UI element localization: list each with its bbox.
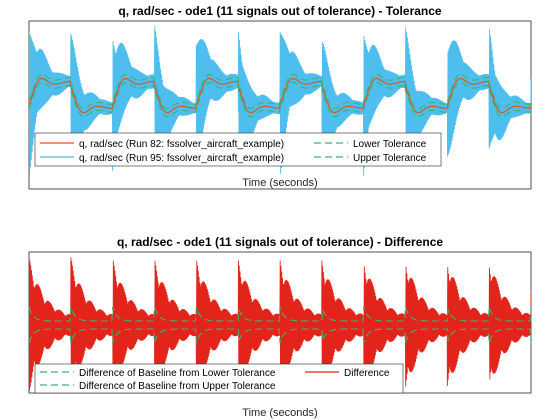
series-upper-tolerance-line [29, 73, 531, 110]
legend-label-run95: q, rad/sec (Run 95: fssolver_aircraft_ex… [79, 153, 284, 164]
chart-tolerance-xlabel: Time (seconds) [242, 177, 317, 189]
legend-label-upper-tol: Upper Tolerance [353, 153, 427, 164]
chart-difference-plot-area [29, 257, 531, 392]
chart-difference-xlabel: Time (seconds) [242, 407, 317, 419]
legend-label-diff-lower: Difference of Baseline from Lower Tolera… [79, 368, 276, 379]
chart-tolerance: q, rad/sec - ode1 (11 signals out of tol… [28, 4, 532, 190]
chart-difference-legend-box [34, 363, 404, 394]
chart-tolerance-plot-area [29, 25, 531, 176]
chart-difference-title: q, rad/sec - ode1 (11 signals out of tol… [117, 235, 443, 249]
chart-tolerance-legend: q, rad/sec (Run 82: fssolver_aircraft_ex… [34, 132, 442, 167]
chart-difference: q, rad/sec - ode1 (11 signals out of tol… [28, 235, 532, 419]
chart-tolerance-title: q, rad/sec - ode1 (11 signals out of tol… [118, 4, 442, 18]
chart-difference-legend: Difference of Baseline from Lower Tolera… [34, 363, 404, 394]
legend-label-diff-upper: Difference of Baseline from Upper Tolera… [79, 381, 276, 392]
legend-label-lower-tol: Lower Tolerance [353, 139, 427, 150]
series-diff-lower-tolerance-line [29, 328, 531, 344]
series-lower-tolerance-line [29, 81, 531, 118]
legend-label-run82: q, rad/sec (Run 82: fssolver_aircraft_ex… [79, 139, 284, 150]
series-diff-upper-tolerance-line [29, 306, 531, 322]
legend-label-difference: Difference [344, 368, 390, 379]
chart-tolerance-legend-box [34, 132, 442, 167]
